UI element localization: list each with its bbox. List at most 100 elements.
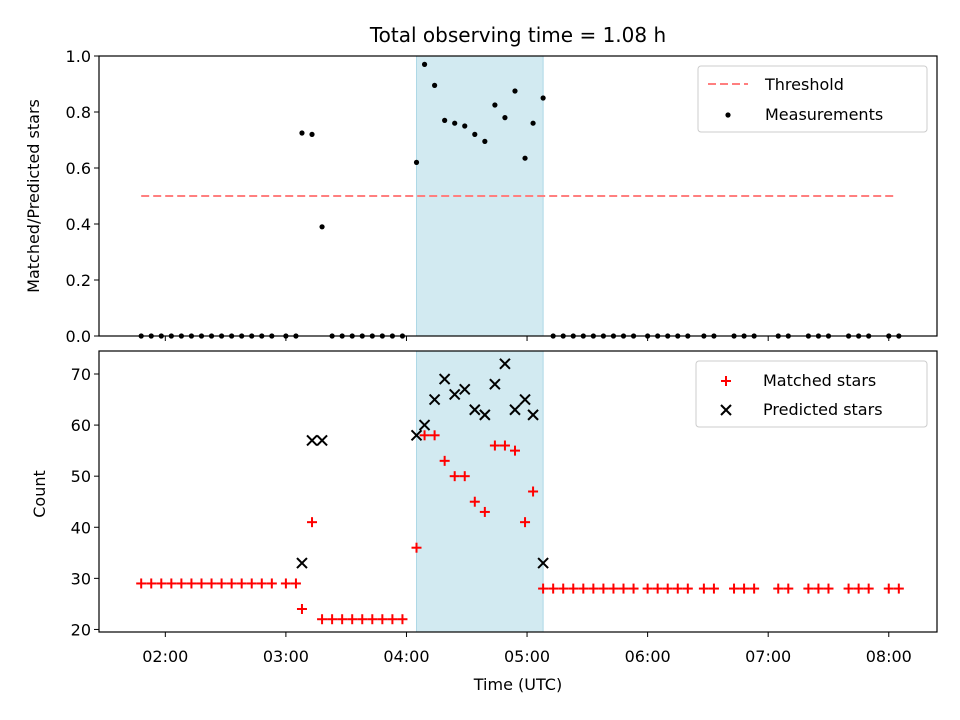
matched-star-point: [729, 583, 740, 594]
predicted-star-point: [438, 373, 451, 385]
measurement-point: [413, 159, 420, 165]
measurement-point: [421, 61, 428, 67]
matched-star-point: [588, 583, 599, 594]
shaded-band: [416, 350, 544, 633]
measurement-point: [482, 138, 488, 144]
matched-star-point: [652, 583, 663, 594]
legend-predicted-label: Predicted stars: [763, 400, 883, 419]
measurement-point: [522, 155, 528, 161]
matched-star-point: [166, 578, 177, 589]
matched-star-point: [449, 471, 460, 482]
matched-star-point: [357, 614, 368, 625]
matched-star-point: [853, 583, 864, 594]
predicted-star-point: [418, 419, 431, 431]
matched-star-point: [813, 583, 824, 594]
matched-star-point: [337, 614, 348, 625]
matched-star-point: [136, 578, 147, 589]
y-tick-label: 0.6: [66, 159, 91, 178]
matched-star-point: [672, 583, 683, 594]
cross-b: [499, 358, 511, 370]
matched-star-point: [823, 583, 834, 594]
ratio-panel: 0.0 0.2 0.4 0.6 0.8 1.0 Threshold Measurements: [66, 47, 938, 346]
x-tick-label: 03:00: [263, 647, 309, 666]
matched-star-point: [568, 583, 579, 594]
predicted-star-point: [469, 404, 481, 416]
matched-star-point: [236, 578, 247, 589]
matched-star-point: [608, 583, 619, 594]
matched-star-point: [558, 583, 569, 594]
matched-star-point: [439, 455, 450, 466]
cross-b: [316, 434, 328, 447]
predicted-star-point: [537, 557, 549, 569]
y-tick-label: 50: [71, 467, 91, 486]
predicted-star-point: [316, 434, 328, 447]
matched-star-point: [347, 614, 358, 625]
measurement-point: [540, 95, 546, 101]
matched-star-point: [578, 583, 589, 594]
axes-frame: [98, 350, 938, 633]
matched-star-point: [773, 583, 784, 594]
matched-star-point: [662, 583, 673, 594]
matched-star-point: [893, 583, 904, 594]
y-tick-label: 0.4: [66, 215, 91, 234]
matched-star-point: [377, 614, 388, 625]
measurement-point: [309, 131, 315, 137]
y-tick-label: 40: [71, 518, 91, 537]
measurement-point: [319, 224, 325, 230]
cross-b: [537, 557, 549, 569]
measurement-point: [502, 115, 508, 121]
cross-b: [527, 409, 539, 421]
matched-star-point: [411, 542, 422, 553]
legend: Matched stars Predicted stars: [695, 360, 928, 428]
legend-predicted-swatch: [720, 404, 732, 416]
matched-star-point: [499, 440, 510, 451]
legend-matched-label: Matched stars: [763, 371, 876, 390]
matched-star-point: [296, 604, 307, 615]
measurement-point: [472, 131, 478, 137]
matched-star-point: [216, 578, 227, 589]
cross-b: [418, 419, 431, 431]
matched-star-point: [489, 440, 500, 451]
matched-star-point: [176, 578, 187, 589]
matched-star-point: [419, 430, 430, 441]
y-tick-label: 20: [71, 620, 91, 639]
x-tick-label: 06:00: [625, 647, 671, 666]
matched-star-point: [598, 583, 609, 594]
matched-star-point: [509, 445, 520, 456]
cross-b: [509, 404, 521, 416]
matched-star-point: [883, 583, 894, 594]
matched-star-point: [618, 583, 629, 594]
top-y-axis-label: Matched/Predicted stars: [24, 99, 43, 293]
matched-star-point: [266, 578, 277, 589]
matched-star-point: [327, 614, 338, 625]
matched-star-point: [397, 614, 408, 625]
matched-star-point: [479, 506, 490, 517]
y-tick-label: 60: [71, 416, 91, 435]
matched-star-point: [863, 583, 874, 594]
predicted-star-point: [499, 358, 511, 370]
y-tick-label: 0.2: [66, 271, 91, 290]
x-tick-label: 07:00: [745, 647, 791, 666]
legend-frame: [697, 65, 928, 133]
matched-star-point: [186, 578, 197, 589]
predicted-star-point: [479, 409, 491, 421]
matched-star-point: [749, 583, 760, 594]
matched-star-point: [290, 578, 301, 589]
matched-star-point: [196, 578, 207, 589]
matched-star-point: [307, 517, 318, 528]
predicted-star-point: [448, 388, 461, 401]
cross-b: [459, 383, 471, 396]
predicted-star-point: [306, 434, 318, 447]
cross-b: [479, 409, 491, 421]
x-tick-label: 04:00: [383, 647, 429, 666]
matched-star-point: [739, 583, 750, 594]
matched-star-point: [843, 583, 854, 594]
legend-matched-swatch: [721, 376, 731, 386]
y-tick-label: 0.8: [66, 103, 91, 122]
predicted-star-point: [296, 557, 308, 569]
y-tick-label: 1.0: [66, 47, 91, 66]
legend-frame: [695, 360, 928, 428]
y-tick-label: 0.0: [66, 327, 91, 346]
cross-b: [410, 429, 423, 442]
matched-star-point: [783, 583, 794, 594]
